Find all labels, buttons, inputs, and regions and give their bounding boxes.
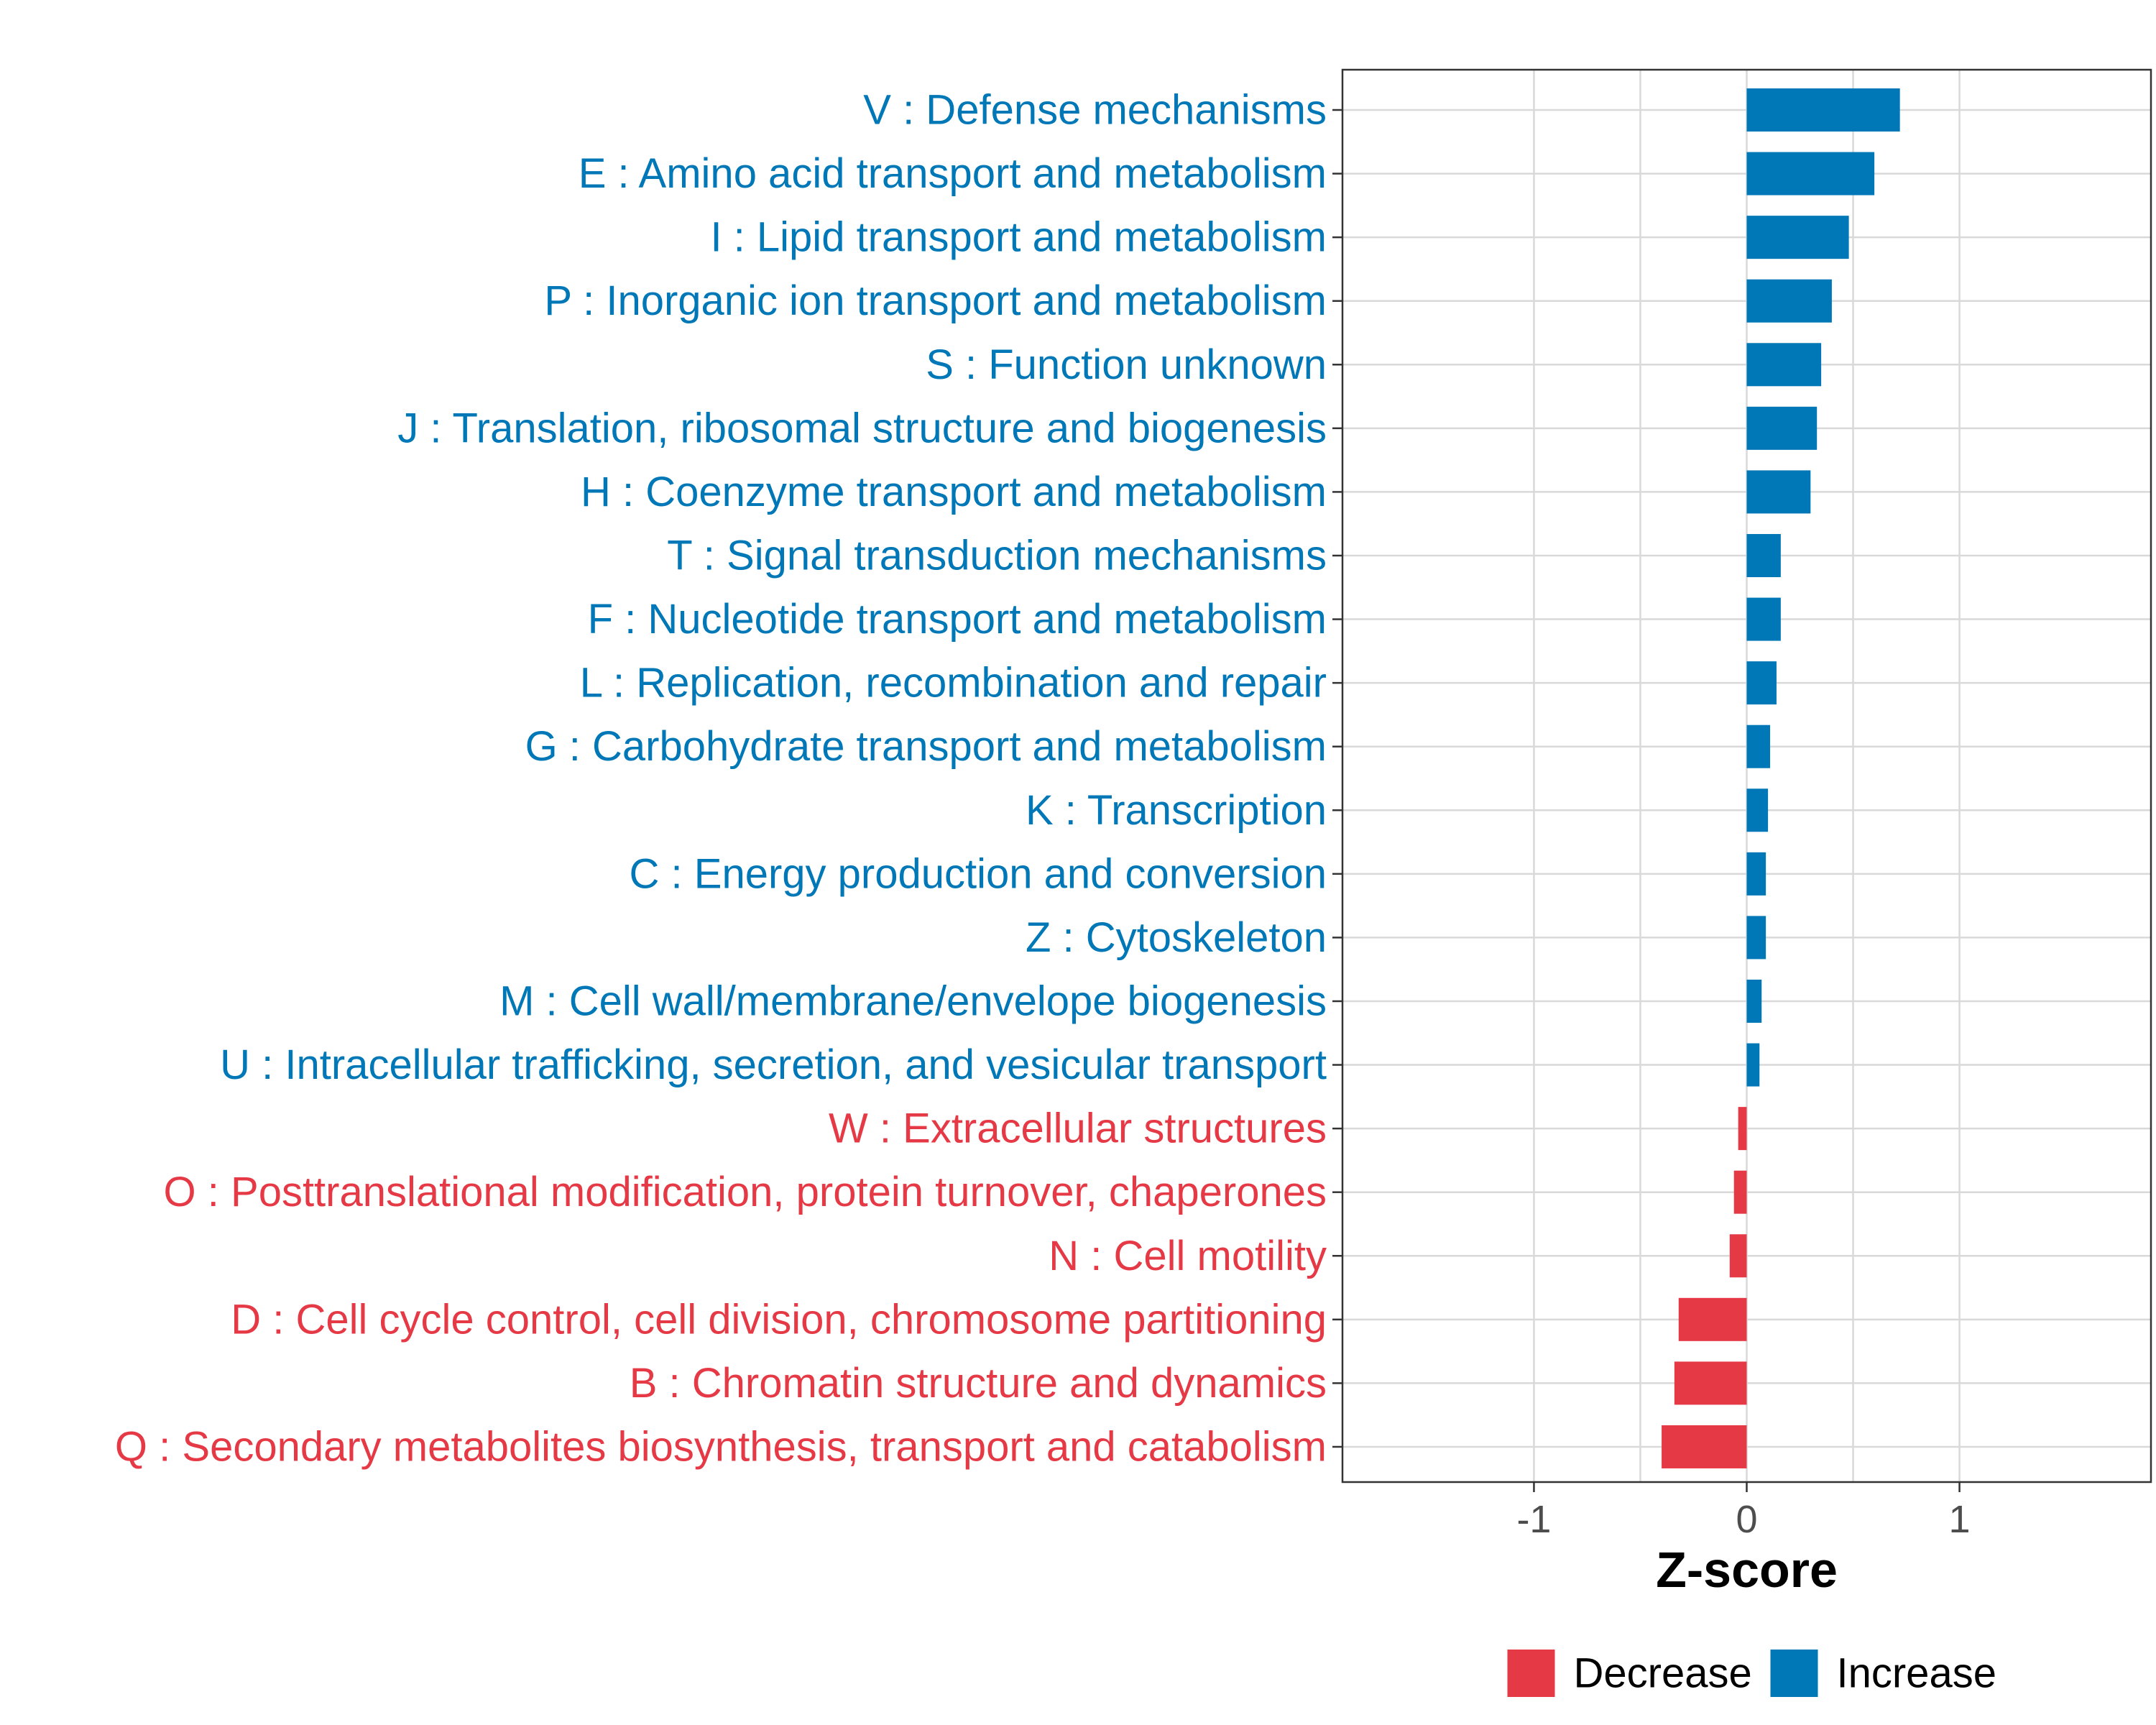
- x-tick-label: 0: [1736, 1498, 1757, 1541]
- bars: [1662, 88, 1900, 1468]
- bar: [1746, 661, 1777, 705]
- bar: [1746, 852, 1766, 896]
- bar: [1746, 724, 1771, 768]
- category-label: G : Carbohydrate transport and metabolis…: [525, 723, 1327, 770]
- category-label: K : Transcription: [1026, 787, 1327, 834]
- category-labels: V : Defense mechanisms E : Amino acid tra…: [115, 87, 1327, 1471]
- bar: [1746, 916, 1766, 960]
- category-label: P : Inorganic ion transport and metaboli…: [544, 277, 1327, 324]
- category-label: V : Defense mechanisms: [863, 87, 1327, 134]
- category-label: N : Cell motility: [1049, 1233, 1327, 1279]
- category-label: H : Coenzyme transport and metabolism: [581, 469, 1327, 515]
- category-label: E : Amino acid transport and metabolism: [579, 150, 1327, 197]
- bar: [1746, 1043, 1760, 1087]
- legend: Decrease Increase: [1507, 1650, 1996, 1697]
- bar: [1746, 88, 1900, 132]
- bar: [1662, 1425, 1747, 1468]
- x-axis-ticks: -1 0 1: [1516, 1482, 1971, 1541]
- bar: [1733, 1170, 1747, 1214]
- category-label: J : Translation, ribosomal structure and…: [397, 405, 1327, 451]
- bar: [1746, 152, 1875, 196]
- category-label: C : Energy production and conversion: [630, 850, 1327, 897]
- bar: [1746, 979, 1762, 1023]
- category-label: O : Posttranslational modification, prot…: [164, 1169, 1327, 1215]
- y-axis-ticks: [1332, 109, 1342, 1448]
- category-label: D : Cell cycle control, cell division, c…: [231, 1296, 1327, 1343]
- x-tick-label: 1: [1949, 1498, 1971, 1541]
- category-label: T : Signal transduction mechanisms: [667, 532, 1327, 579]
- bar: [1746, 343, 1822, 387]
- legend-label-increase: Increase: [1837, 1650, 1996, 1697]
- x-axis-title: Z-score: [1656, 1542, 1838, 1598]
- bar: [1746, 216, 1849, 259]
- bar: [1738, 1107, 1747, 1151]
- legend-label-decrease: Decrease: [1574, 1650, 1752, 1697]
- bar: [1729, 1234, 1747, 1278]
- legend-key-increase: [1770, 1650, 1818, 1697]
- category-label: Q : Secondary metabolites biosynthesis, …: [115, 1423, 1327, 1470]
- category-label: B : Chromatin structure and dynamics: [630, 1360, 1327, 1407]
- bar: [1746, 470, 1811, 514]
- category-label: L : Replication, recombination and repai…: [580, 660, 1327, 707]
- category-label: F : Nucleotide transport and metabolism: [588, 596, 1327, 643]
- legend-key-decrease: [1507, 1650, 1555, 1697]
- category-label: W : Extracellular structures: [829, 1105, 1327, 1152]
- category-label: I : Lipid transport and metabolism: [710, 214, 1327, 261]
- x-tick-label: -1: [1516, 1498, 1551, 1541]
- bar: [1746, 279, 1832, 323]
- bar: [1746, 597, 1781, 641]
- category-label: S : Function unknown: [926, 341, 1327, 388]
- bar: [1746, 533, 1781, 577]
- bar: [1678, 1297, 1747, 1341]
- category-label: Z : Cytoskeleton: [1026, 914, 1327, 961]
- bar: [1674, 1361, 1747, 1405]
- category-label: U : Intracellular trafficking, secretion…: [220, 1041, 1327, 1088]
- bar: [1746, 406, 1818, 450]
- category-label: M : Cell wall/membrane/envelope biogenes…: [499, 978, 1327, 1024]
- bar: [1746, 788, 1769, 832]
